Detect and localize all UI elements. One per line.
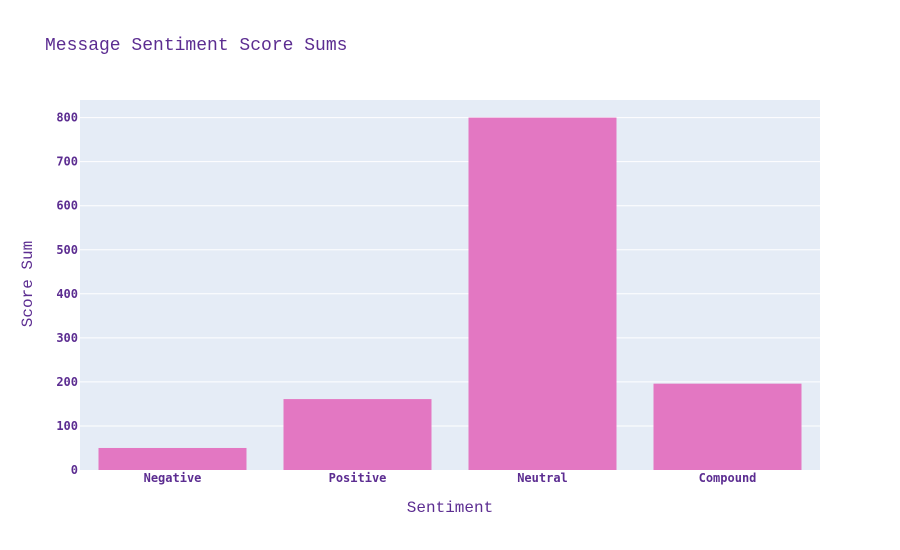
y-tick-label: 600 [56, 199, 78, 213]
y-axis-title: Score Sum [19, 241, 37, 327]
bar-compound [653, 383, 802, 470]
x-tick-label: Compound [699, 471, 757, 485]
gridlines [80, 117, 820, 427]
y-tick-label: 300 [56, 331, 78, 345]
y-tick-label: 400 [56, 287, 78, 301]
y-tick-label: 800 [56, 111, 78, 125]
bar-negative [98, 447, 247, 470]
y-tick-label: 700 [56, 155, 78, 169]
y-tick-label: 200 [56, 375, 78, 389]
x-axis-title: Sentiment [407, 499, 493, 517]
bar-positive [283, 399, 432, 470]
y-axis-ticks: 0 100 200 300 400 500 600 700 800 [56, 111, 78, 477]
x-axis-ticks: Negative Positive Neutral Compound [144, 471, 757, 485]
chart-title: Message Sentiment Score Sums [45, 36, 347, 56]
bar-neutral [468, 117, 617, 470]
x-tick-label: Neutral [517, 471, 568, 485]
x-tick-label: Negative [144, 471, 202, 485]
bars [98, 117, 802, 470]
y-tick-label: 500 [56, 243, 78, 257]
y-tick-label: 100 [56, 419, 78, 433]
y-tick-label: 0 [71, 463, 78, 477]
x-tick-label: Positive [329, 471, 387, 485]
